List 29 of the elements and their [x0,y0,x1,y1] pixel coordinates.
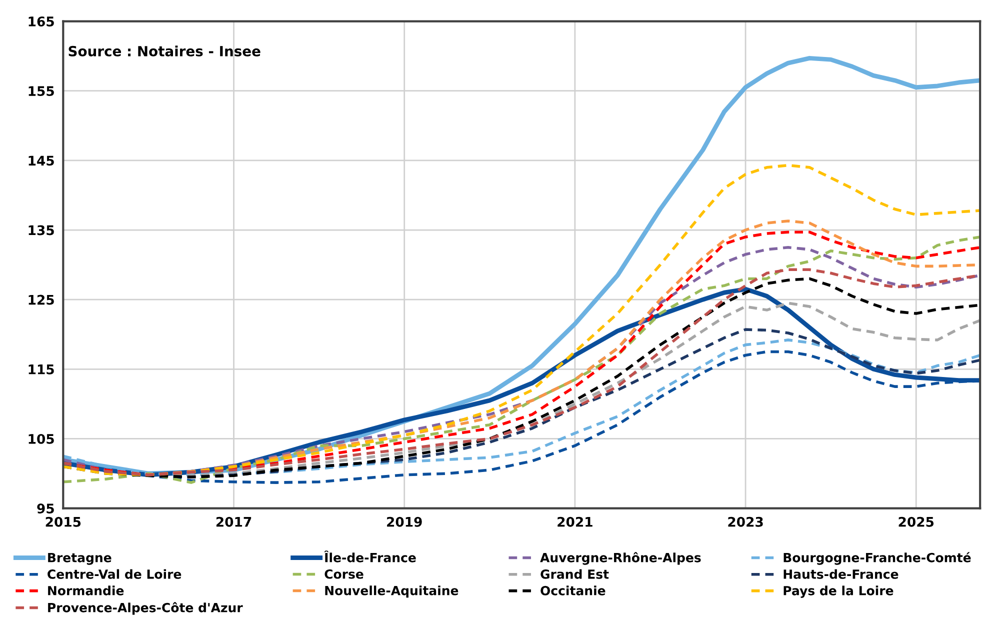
x-tick-label: 2021 [558,516,592,527]
line-series [63,164,980,476]
y-tick-label: 135 [28,225,54,236]
legend-label: Hauts-de-France [784,569,898,579]
legend-label: Centre-Val de Loire [48,569,182,579]
legend-label: Bourgogne-Franche-Comté [784,552,971,565]
legend-label: Pays de la Loire [784,586,894,598]
legend-label: Grand Est [540,569,609,579]
legend-label: Occitanie [540,586,606,596]
x-tick-label: 2023 [728,516,763,527]
legend-label: Auvergne-Rhône-Alpes [540,552,701,565]
y-tick-label: 145 [28,156,54,166]
x-tick-label: 2019 [387,516,422,527]
legend-label: Nouvelle-Aquitaine [325,586,458,598]
y-tick-label: 155 [28,86,54,96]
legend-label: Provence-Alpes-Côte d'Azur [48,602,243,615]
annotation: Source : Notaires - Insee [68,46,260,56]
y-tick-label: 125 [28,294,54,305]
legend-label: Normandie [48,586,124,596]
y-tick-label: 95 [37,504,54,514]
y-tick-label: 115 [28,364,54,374]
y-tick-label: 105 [28,434,54,444]
x-tick-label: 2025 [898,516,934,527]
x-tick-label: 2015 [46,516,81,527]
legend-label: Île-de-France [324,550,416,562]
legend-label: Bretagne [48,553,112,565]
legend-label: Corse [324,569,364,579]
x-tick-label: 2017 [216,516,252,527]
y-tick-label: 165 [28,16,54,26]
